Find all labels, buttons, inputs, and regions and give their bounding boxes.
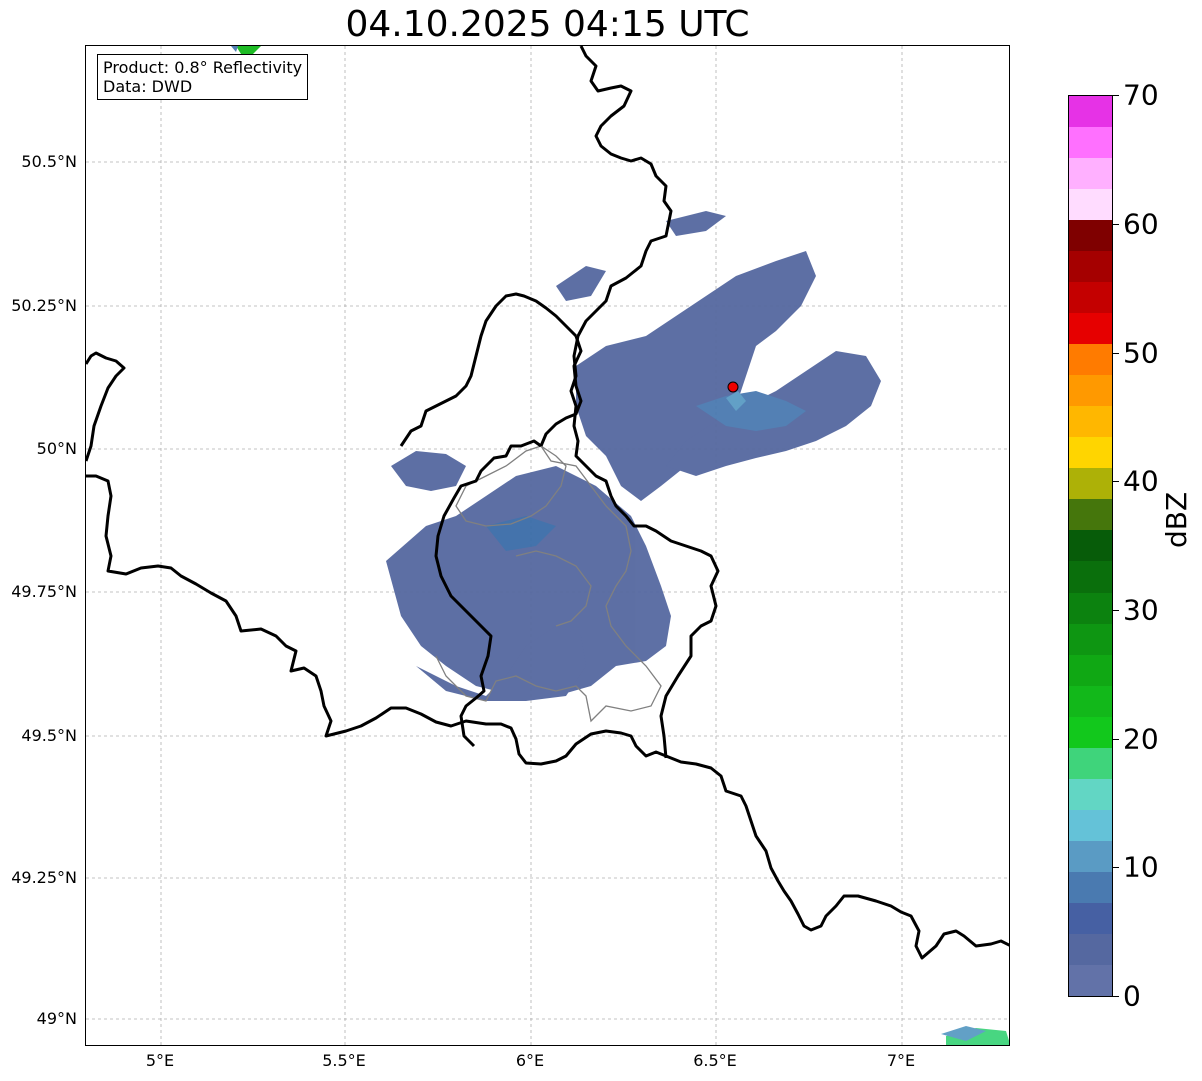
colorbar-swatch xyxy=(1069,344,1112,376)
regional-borders xyxy=(435,445,662,723)
lon-tick: 5°E xyxy=(145,1051,175,1070)
lat-tick: 49.75°N xyxy=(11,582,77,601)
lat-tick: 49°N xyxy=(36,1009,77,1028)
colorbar-tick-label: 40 xyxy=(1123,464,1159,498)
colorbar-swatch xyxy=(1069,716,1112,748)
colorbar-swatch xyxy=(1069,375,1112,407)
colorbar-swatch xyxy=(1069,902,1112,934)
colorbar-swatch xyxy=(1069,96,1112,128)
colorbar-swatch xyxy=(1069,933,1112,965)
lat-tick: 50°N xyxy=(36,439,77,458)
map-title: 04.10.2025 04:15 UTC xyxy=(345,4,750,45)
colorbar-swatch xyxy=(1069,809,1112,841)
colorbar-swatch xyxy=(1069,685,1112,717)
colorbar-tick-label: 30 xyxy=(1123,593,1159,627)
colorbar-swatch xyxy=(1069,530,1112,562)
lat-tick: 50.25°N xyxy=(11,296,77,315)
radar-echoes xyxy=(231,46,1009,1045)
colorbar-swatch xyxy=(1069,840,1112,872)
colorbar-swatch xyxy=(1069,313,1112,345)
colorbar-tickmark xyxy=(1113,353,1119,354)
colorbar-swatch xyxy=(1069,220,1112,252)
data-source-label: Data: DWD xyxy=(103,77,193,96)
colorbar-swatch xyxy=(1069,871,1112,903)
lon-tick: 7°E xyxy=(886,1051,916,1070)
colorbar-swatch xyxy=(1069,592,1112,624)
lon-tick: 6.5°E xyxy=(693,1051,737,1070)
colorbar-swatch xyxy=(1069,127,1112,159)
colorbar-tick-label: 50 xyxy=(1123,336,1159,370)
colorbar-swatch xyxy=(1069,964,1112,996)
colorbar-tickmark xyxy=(1113,996,1119,997)
lat-tick: 49.5°N xyxy=(21,726,77,745)
radar-map[interactable] xyxy=(85,45,1010,1046)
lon-tick: 6°E xyxy=(515,1051,545,1070)
colorbar-tickmark xyxy=(1113,739,1119,740)
lon-tick: 5.5°E xyxy=(322,1051,366,1070)
colorbar-label: dBZ xyxy=(1160,491,1193,548)
colorbar-swatch xyxy=(1069,747,1112,779)
colorbar-swatch xyxy=(1069,189,1112,221)
national-borders xyxy=(86,46,1009,960)
lat-tick: 50.5°N xyxy=(21,152,77,171)
colorbar-swatch xyxy=(1069,778,1112,810)
colorbar-swatch xyxy=(1069,561,1112,593)
map-canvas xyxy=(86,46,1009,1045)
colorbar-swatch xyxy=(1069,499,1112,531)
colorbar-tick-label: 70 xyxy=(1123,78,1159,112)
colorbar-tick-label: 20 xyxy=(1123,722,1159,756)
colorbar-swatch xyxy=(1069,623,1112,655)
colorbar-tick-label: 10 xyxy=(1123,850,1159,884)
colorbar-tick-label: 0 xyxy=(1123,979,1141,1013)
colorbar-swatch xyxy=(1069,437,1112,469)
colorbar-tickmark xyxy=(1113,224,1119,225)
colorbar-swatch xyxy=(1069,468,1112,500)
colorbar xyxy=(1068,95,1113,997)
colorbar-swatch xyxy=(1069,654,1112,686)
colorbar-swatch xyxy=(1069,158,1112,190)
colorbar-swatch xyxy=(1069,282,1112,314)
product-label: Product: 0.8° Reflectivity xyxy=(103,58,303,77)
colorbar-swatch xyxy=(1069,251,1112,283)
colorbar-tickmark xyxy=(1113,867,1119,868)
colorbar-tick-label: 60 xyxy=(1123,207,1159,241)
lat-tick: 49.25°N xyxy=(11,868,77,887)
colorbar-tickmark xyxy=(1113,481,1119,482)
colorbar-tickmark xyxy=(1113,610,1119,611)
info-box: Product: 0.8° Reflectivity Data: DWD xyxy=(97,54,309,100)
radar-site-marker[interactable] xyxy=(727,381,739,393)
colorbar-swatch xyxy=(1069,406,1112,438)
colorbar-tickmark xyxy=(1113,95,1119,96)
